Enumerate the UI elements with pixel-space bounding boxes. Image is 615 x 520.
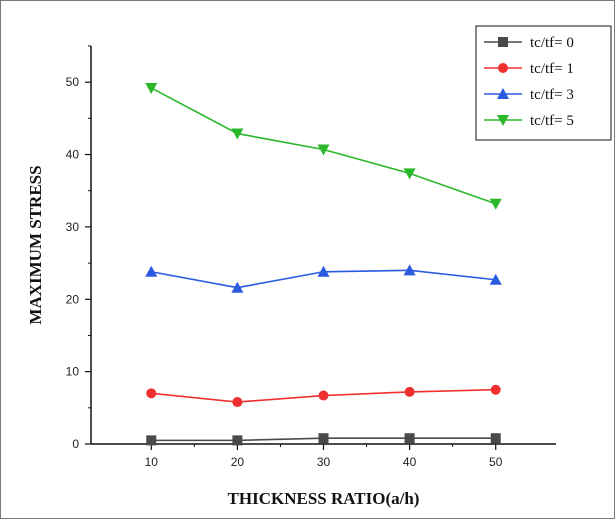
data-point xyxy=(490,433,501,444)
x-tick-label: 50 xyxy=(489,455,503,469)
data-point xyxy=(403,168,416,180)
data-point xyxy=(318,390,329,401)
data-point xyxy=(318,433,329,444)
data-point xyxy=(146,435,157,446)
legend-label: tc/tf= 0 xyxy=(530,35,574,51)
data-point xyxy=(145,82,158,94)
data-point xyxy=(404,433,415,444)
series-1 xyxy=(146,384,501,408)
series-0 xyxy=(146,433,501,446)
legend-label: tc/tf= 5 xyxy=(530,113,574,129)
data-point xyxy=(404,386,415,397)
x-axis-title: THICKNESS RATIO(a/h) xyxy=(228,489,420,508)
x-tick-label: 30 xyxy=(317,455,331,469)
legend-marker xyxy=(498,37,508,47)
x-tick-label: 20 xyxy=(231,455,245,469)
data-point xyxy=(317,144,330,156)
series-layer xyxy=(145,82,502,446)
legend-label: tc/tf= 1 xyxy=(530,61,574,77)
data-point xyxy=(489,273,502,285)
data-point xyxy=(232,435,243,446)
y-axis-title: MAXIMUM STRESS xyxy=(26,165,45,324)
data-point xyxy=(317,265,330,277)
y-tick-label: 40 xyxy=(66,148,80,162)
data-point xyxy=(403,264,416,276)
series-3 xyxy=(145,82,502,210)
legend: tc/tf= 0 tc/tf= 1 tc/tf= 3 tc/tf= 5 xyxy=(475,25,612,141)
y-tick-label: 10 xyxy=(66,365,80,379)
axes: 10 20 30 40 50 0 10 20 30 40 50 xyxy=(66,45,556,469)
legend-marker xyxy=(498,63,508,73)
x-tick-label: 40 xyxy=(403,455,417,469)
data-point xyxy=(146,388,157,399)
y-tick-label: 20 xyxy=(66,292,80,306)
legend-marker xyxy=(497,88,509,99)
y-tick-label: 50 xyxy=(66,75,80,89)
x-tick-label: 10 xyxy=(145,455,159,469)
data-point xyxy=(490,384,501,395)
series-2 xyxy=(145,264,502,293)
y-tick-label: 0 xyxy=(72,437,79,451)
data-point xyxy=(231,128,244,140)
data-point xyxy=(231,281,244,293)
data-point xyxy=(232,397,243,408)
data-point xyxy=(489,198,502,210)
legend-label: tc/tf= 3 xyxy=(530,87,574,103)
data-point xyxy=(145,265,158,277)
legend-marker xyxy=(497,115,509,126)
y-tick-label: 30 xyxy=(66,220,80,234)
